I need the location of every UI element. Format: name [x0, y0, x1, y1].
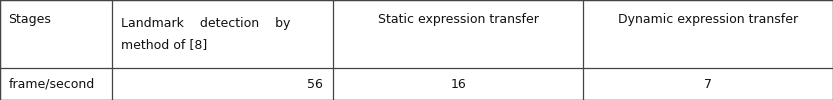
Text: Static expression transfer: Static expression transfer: [377, 12, 539, 26]
Text: Dynamic expression transfer: Dynamic expression transfer: [618, 12, 798, 26]
Text: 16: 16: [451, 78, 466, 90]
Text: Landmark    detection    by
method of [8]: Landmark detection by method of [8]: [121, 17, 290, 51]
Text: Stages: Stages: [8, 12, 51, 26]
Text: 56: 56: [307, 78, 323, 90]
Text: 7: 7: [704, 78, 712, 90]
Text: frame/second: frame/second: [8, 78, 95, 90]
